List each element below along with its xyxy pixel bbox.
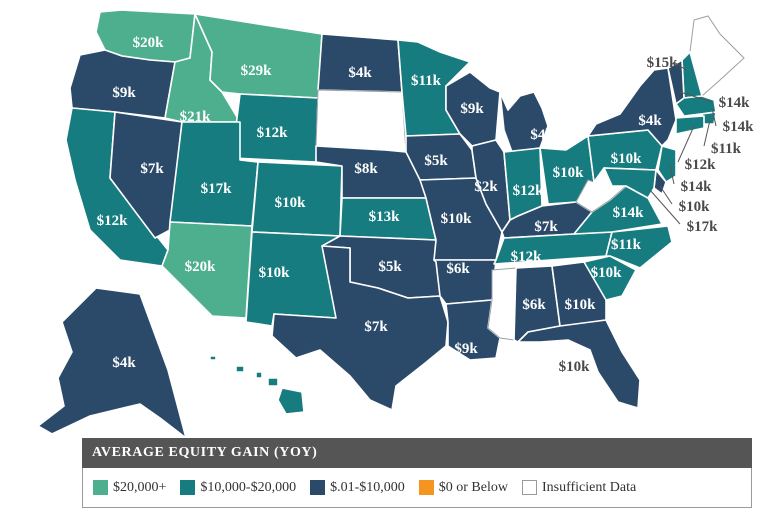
state-label-mn: $11k: [411, 73, 442, 89]
legend-item-001-10k: $.01-$10,000: [310, 480, 405, 496]
state-label-ut: $17k: [201, 181, 233, 197]
state-label-co: $10k: [275, 195, 307, 211]
state-ak: [37, 287, 187, 439]
legend-item-0-or-below: $0 or Below: [418, 479, 508, 496]
legend-label-insufficient-data: Insufficient Data: [541, 479, 637, 495]
state-ma: [675, 95, 717, 117]
state-label-tx: $7k: [364, 319, 388, 335]
state-hi: [209, 355, 305, 415]
state-label-ok: $5k: [378, 259, 402, 275]
state-label-ne: $8k: [354, 161, 378, 177]
legend-items: $20,000+ $10,000-$20,000 $.01-$10,000 $0…: [82, 468, 752, 508]
legend-item-10k-20k: $10,000-$20,000: [180, 480, 296, 496]
state-label-md: $17k: [687, 219, 719, 235]
state-ms: [487, 267, 517, 341]
state-label-fl: $10k: [559, 359, 591, 375]
state-or: [69, 49, 176, 119]
state-label-ca: $12k: [97, 213, 129, 229]
legend: AVERAGE EQUITY GAIN (YOY) $20,000+ $10,0…: [82, 438, 752, 510]
leader-line-ri: [703, 119, 711, 147]
state-label-de: $10k: [679, 199, 711, 215]
state-fl: [517, 319, 641, 409]
legend-swatch-001-10k: [310, 480, 326, 495]
state-label-vt: $14k: [719, 95, 751, 111]
legend-label-001-10k: $.01-$10,000: [330, 479, 405, 495]
leader-line-nh: [673, 61, 687, 71]
state-label-ak: $4k: [112, 355, 136, 371]
state-sd: [315, 89, 407, 153]
state-me: [689, 15, 745, 97]
leader-line-vt: [679, 91, 713, 103]
state-label-or: $9k: [112, 85, 136, 101]
state-label-id: $21k: [180, 109, 212, 125]
state-label-nc: $11k: [611, 237, 642, 253]
state-label-ny: $4k: [638, 113, 662, 129]
state-label-ks: $13k: [369, 209, 401, 225]
state-label-la: $9k: [454, 341, 478, 357]
legend-title: AVERAGE EQUITY GAIN (YOY): [82, 438, 752, 468]
state-label-va: $14k: [613, 205, 645, 221]
leader-line-de: [659, 185, 673, 205]
legend-label-10k-20k: $10,000-$20,000: [200, 479, 297, 495]
leader-line-ct: [677, 125, 695, 163]
legend-swatch-20k-plus: [93, 480, 108, 495]
state-label-mi: $4k: [530, 127, 554, 143]
state-tx: [271, 245, 449, 411]
legend-swatch-10k-20k: [180, 480, 196, 495]
state-label-ky: $7k: [534, 219, 558, 235]
state-nd: [317, 33, 403, 93]
state-nv: [109, 111, 183, 239]
legend-label-20k-plus: $20,000+: [113, 479, 167, 495]
legend-swatch-insufficient-data: [521, 480, 537, 495]
state-label-nj: $14k: [681, 179, 713, 195]
state-label-nm: $10k: [259, 265, 291, 281]
state-label-sc: $10k: [591, 265, 623, 281]
state-label-nh: $15k: [647, 55, 679, 71]
leader-line-md: [649, 189, 681, 225]
state-label-wi: $9k: [460, 101, 484, 117]
state-mi: [499, 91, 549, 153]
leader-line-nj: [669, 165, 675, 185]
legend-swatch-0-or-below: [418, 480, 434, 495]
state-label-mo: $10k: [441, 211, 473, 227]
state-label-ga: $10k: [565, 297, 597, 313]
state-label-nd: $4k: [348, 65, 372, 81]
state-label-nv: $7k: [140, 161, 164, 177]
state-label-ma: $14k: [723, 119, 755, 135]
state-label-hi: $11k: [247, 399, 278, 415]
state-label-ct: $12k: [685, 157, 717, 173]
state-label-ri: $11k: [711, 141, 742, 157]
state-label-oh: $10k: [553, 165, 585, 181]
state-label-ia: $5k: [424, 153, 448, 169]
leader-line-ma: [711, 107, 717, 127]
state-md: [603, 167, 657, 199]
legend-item-insufficient-data: Insufficient Data: [521, 479, 637, 496]
state-label-wa: $20k: [133, 35, 165, 51]
state-label-tn: $12k: [511, 249, 543, 265]
legend-label-0-or-below: $0 or Below: [438, 479, 508, 495]
state-label-il: $2k: [474, 179, 498, 195]
state-label-in: $12k: [513, 183, 545, 199]
state-sc: [583, 255, 637, 301]
legend-item-20k-plus: $20,000+: [93, 480, 166, 496]
state-label-ar: $6k: [446, 261, 470, 277]
state-label-wy: $12k: [257, 125, 289, 141]
state-ct: [675, 115, 705, 135]
state-label-az: $20k: [185, 259, 217, 275]
state-label-pa: $10k: [611, 151, 643, 167]
state-label-mt: $29k: [241, 63, 273, 79]
state-label-al: $6k: [522, 297, 546, 313]
